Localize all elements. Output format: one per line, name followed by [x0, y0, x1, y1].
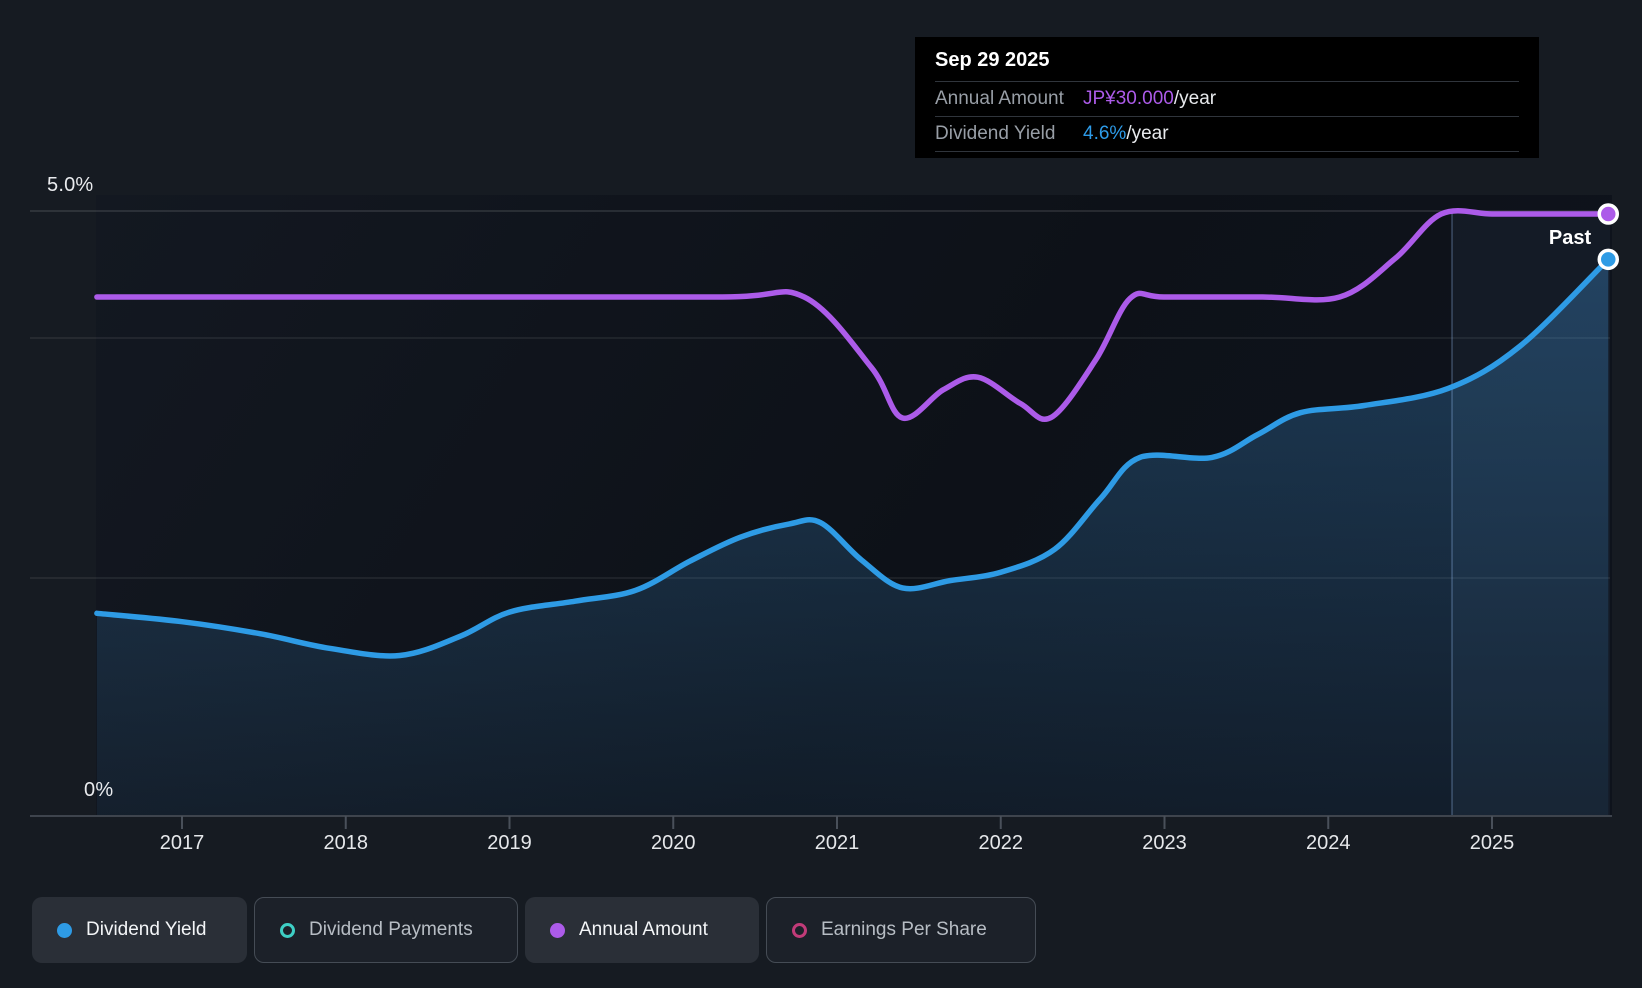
- past-annotation-label: Past: [1548, 227, 1592, 249]
- recent-period-highlight-band: [1452, 211, 1610, 816]
- x-axis-ticks: [181, 816, 1493, 829]
- annual-amount-line[interactable]: [94, 207, 1612, 422]
- y-axis-label-bottom: 0%: [84, 779, 114, 801]
- dividend-yield-line[interactable]: [94, 256, 1612, 659]
- y-axis-label-top: 5.0%: [47, 174, 94, 196]
- chart-legend: Dividend Yield Dividend Payments Annual Am…: [32, 897, 1036, 963]
- legend-label: Annual Amount: [579, 919, 708, 940]
- x-tick-label: 2017: [159, 832, 205, 854]
- tooltip-row-annual-amount: Annual Amount JP¥30.000/year: [935, 81, 1519, 116]
- x-tick-label: 2020: [651, 832, 696, 854]
- legend-label: Dividend Yield: [86, 919, 207, 940]
- x-tick-label: 2018: [323, 832, 369, 854]
- x-tick-label: 2021: [814, 832, 860, 854]
- chart-tooltip: Sep 29 2025 Annual Amount JP¥30.000/year…: [915, 37, 1539, 158]
- x-tick-label: 2025: [1469, 832, 1515, 854]
- tooltip-label: Annual Amount: [935, 88, 1064, 109]
- tooltip-date: Sep 29 2025: [935, 49, 1050, 71]
- tooltip-row-dividend-yield: Dividend Yield 4.6%/year: [935, 116, 1519, 152]
- legend-toggle-dividend-payments[interactable]: Dividend Payments: [254, 897, 518, 963]
- legend-ring-icon: [280, 922, 295, 938]
- annual-amount-endpoint-marker[interactable]: [1597, 203, 1620, 225]
- legend-label: Earnings Per Share: [821, 919, 987, 940]
- legend-label: Dividend Payments: [309, 919, 473, 940]
- legend-filled-dot-icon: [57, 922, 72, 938]
- legend-toggle-annual-amount[interactable]: Annual Amount: [525, 897, 759, 963]
- dividend-yield-area-fill: [96, 259, 1609, 815]
- tooltip-label: Dividend Yield: [935, 123, 1056, 144]
- x-tick-label: 2019: [487, 832, 532, 854]
- tooltip-value: 4.6%/year: [1083, 123, 1169, 144]
- legend-filled-dot-icon: [550, 922, 565, 938]
- legend-ring-icon: [792, 922, 807, 938]
- x-tick-label: 2022: [978, 832, 1024, 854]
- legend-toggle-earnings-per-share[interactable]: Earnings Per Share: [766, 897, 1036, 963]
- tooltip-value: JP¥30.000/year: [1083, 88, 1217, 109]
- legend-toggle-dividend-yield[interactable]: Dividend Yield: [32, 897, 247, 963]
- x-tick-label: 2023: [1142, 832, 1187, 854]
- dividend-yield-endpoint-marker[interactable]: [1597, 248, 1620, 271]
- x-tick-label: 2024: [1306, 832, 1351, 854]
